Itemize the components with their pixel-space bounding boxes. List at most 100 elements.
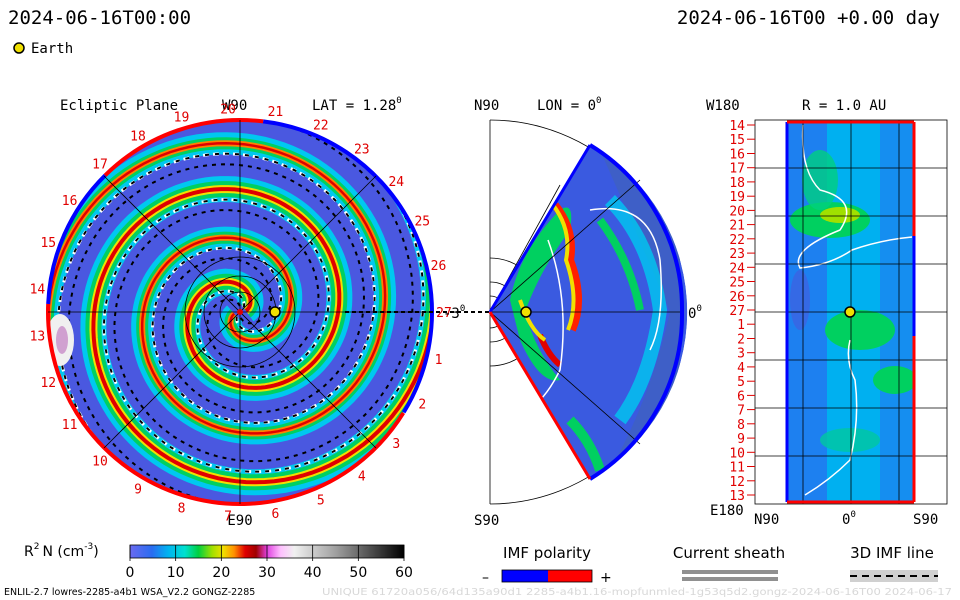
ecliptic-title: Ecliptic Plane <box>60 98 178 114</box>
ecliptic-day-label: 13 <box>30 330 46 345</box>
polarity-arc <box>103 118 264 177</box>
ecliptic-day-label: 27 <box>436 306 452 321</box>
ecliptic-day-label: 17 <box>92 158 108 173</box>
synoptic-day-label: 23 <box>729 247 745 262</box>
synoptic-x-right: S90 <box>913 512 938 528</box>
ecliptic-day-label: 22 <box>313 119 329 134</box>
synoptic-day-label: 25 <box>729 276 745 291</box>
model-info: ENLIL-2.7 lowres-2285-a4b1 WSA_V2.2 GONG… <box>4 587 255 598</box>
polarity-arc <box>46 303 406 506</box>
spiral-arm <box>113 120 414 463</box>
ecliptic-day-label: 8 <box>178 501 186 516</box>
colorbar-quantity-label: R2 N (cm-3) <box>24 542 99 560</box>
legend-current-sheath-line-2 <box>682 577 778 581</box>
meridional-polarity-arc-negative <box>588 143 685 313</box>
ecliptic-day-label: 15 <box>40 236 56 251</box>
polarity-arc <box>262 119 434 414</box>
synoptic-day-label: 6 <box>737 389 745 404</box>
ecliptic-day-label: 20 <box>220 102 236 117</box>
synoptic-bottom-label: E180 <box>710 503 744 519</box>
ecliptic-top-label: W90 <box>222 98 247 114</box>
ecliptic-day-label: 25 <box>414 214 430 229</box>
synoptic-day-label: 13 <box>729 489 745 504</box>
synoptic-r-label: R = 1.0 AU <box>802 98 886 114</box>
synoptic-day-label: 21 <box>729 219 745 234</box>
ecliptic-day-label: 24 <box>388 175 404 190</box>
ecliptic-day-label: 19 <box>174 111 190 126</box>
ecliptic-lat-label: LAT = 1.280 <box>312 96 402 114</box>
ecliptic-day-label: 11 <box>62 418 78 433</box>
synoptic-day-label: 20 <box>729 204 745 219</box>
earth-legend-label: Earth <box>31 41 73 57</box>
ecliptic-day-label: 10 <box>92 454 108 469</box>
legend-3d-imf-bg <box>850 570 938 582</box>
synoptic-x-mid: 00 <box>842 510 856 528</box>
density-peak-core <box>56 326 68 354</box>
meridional-edge-south <box>488 311 592 480</box>
ecliptic-day-label: 21 <box>268 105 284 120</box>
legend-polarity-frame <box>501 569 593 583</box>
ecliptic-day-label: 6 <box>271 507 279 522</box>
spiral-arm <box>102 120 425 473</box>
legend-plus: + <box>600 570 612 586</box>
datetime-right: 2024-06-16T00 +0.00 day <box>677 7 940 29</box>
synoptic-day-label: 7 <box>737 404 745 419</box>
spiral-arm <box>91 158 432 485</box>
earth-marker-meridional <box>520 306 532 318</box>
synoptic-day-label: 16 <box>729 148 745 163</box>
colorbar-tick-label: 60 <box>395 565 413 581</box>
colorbar-tick-label: 0 <box>126 565 135 581</box>
synoptic-day-label: 4 <box>737 361 745 376</box>
model-info-faint: UNIQUE 61720a056/64d135a90d1 2285-a4b1.1… <box>322 587 952 598</box>
ecliptic-day-label: 9 <box>134 483 142 498</box>
colorbar-tick-label: 50 <box>349 565 367 581</box>
ecliptic-day-label: 14 <box>30 282 46 297</box>
legend-current-sheath: Current sheath <box>673 544 785 562</box>
meridional-bottom-label: S90 <box>474 513 499 529</box>
ecliptic-day-label: 26 <box>431 259 447 274</box>
density-spiral-arms <box>48 120 432 504</box>
ecliptic-bottom-label: E90 <box>227 513 252 529</box>
ecliptic-imf-polarity-ring <box>46 118 434 506</box>
legend-minus: – <box>482 570 489 586</box>
synoptic-day-label: 9 <box>737 432 745 447</box>
synoptic-day-labels: 1415161718192021222324252627123456789101… <box>729 119 755 504</box>
synoptic-day-label: 1 <box>737 318 745 333</box>
meridional-left-label: -30 <box>443 304 465 322</box>
ecliptic-day-labels: 20 21222324252627123456789101112131415161… <box>30 102 452 524</box>
ecliptic-day-label: 4 <box>358 470 366 485</box>
colorbar-tick-label: 10 <box>167 565 185 581</box>
synoptic-day-label: 10 <box>729 446 745 461</box>
spiral-arm <box>67 163 383 504</box>
synoptic-day-label: 24 <box>729 261 745 276</box>
colorbar-ticks: 0 10 20 30 40 50 60 <box>126 545 413 581</box>
earth-legend-marker <box>13 42 25 54</box>
earth-marker-ecliptic <box>269 306 281 318</box>
ecliptic-day-label: 16 <box>62 194 78 209</box>
synoptic-day-label: 26 <box>729 290 745 305</box>
datetime-left: 2024-06-16T00:00 <box>8 7 191 29</box>
sun-marker <box>237 309 243 315</box>
synoptic-x-left: N90 <box>754 512 779 528</box>
ecliptic-day-label: 12 <box>40 376 56 391</box>
synoptic-day-label: 3 <box>737 347 745 362</box>
ecliptic-day-label: 3 <box>392 437 400 452</box>
meridional-lon-label: LON = 00 <box>537 96 601 114</box>
earth-marker-synoptic <box>844 306 856 318</box>
synoptic-day-label: 17 <box>729 162 745 177</box>
synoptic-day-label: 12 <box>729 475 745 490</box>
ecliptic-day-label: 18 <box>130 129 146 144</box>
meridional-right-label: 00 <box>688 304 702 322</box>
meridional-top-label: N90 <box>474 98 499 114</box>
colorbar-tick-label: 40 <box>304 565 322 581</box>
synoptic-day-label: 2 <box>737 333 745 348</box>
synoptic-day-label: 8 <box>737 418 745 433</box>
ecliptic-day-label: 1 <box>435 353 443 368</box>
colorbar-tick-label: 30 <box>258 565 276 581</box>
polarity-arc <box>46 173 107 305</box>
colorbar-tick-label: 20 <box>212 565 230 581</box>
legend-current-sheath-line-1 <box>682 570 778 574</box>
synoptic-day-label: 27 <box>729 304 745 319</box>
spiral-arm <box>48 141 387 478</box>
